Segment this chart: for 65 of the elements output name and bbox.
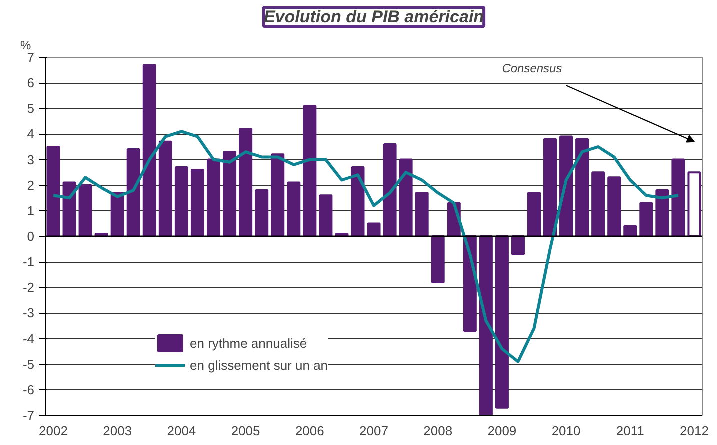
x-tick-label: 2010 (552, 424, 581, 438)
bar (110, 192, 124, 238)
y-tick-label: -3 (22, 306, 35, 321)
x-tick-label: 2005 (231, 424, 260, 438)
y-tick-label: -1 (22, 254, 35, 270)
bar (688, 172, 702, 238)
y-tick-label: -7 (22, 408, 35, 423)
bar (351, 166, 365, 238)
y-tick-label: 3 (27, 152, 35, 168)
bar (126, 148, 140, 238)
bar (223, 151, 237, 238)
bar (383, 143, 397, 238)
bar (190, 169, 204, 238)
x-tick-label: 2006 (295, 424, 324, 438)
y-tick-label: 2 (27, 178, 35, 193)
y-tick-label: 6 (27, 76, 35, 91)
bar (78, 184, 92, 238)
bar (46, 146, 60, 238)
y-tick-label: 4 (27, 126, 35, 142)
annotation: Consensus (502, 61, 562, 76)
bar (271, 154, 285, 238)
bar (431, 236, 445, 284)
x-tick-label: 2009 (488, 424, 517, 438)
legend-label: en rythme annualisé (190, 336, 308, 350)
bar (576, 138, 590, 238)
bar (206, 158, 221, 238)
bar (656, 189, 670, 238)
bar (142, 64, 156, 238)
bar (158, 140, 172, 238)
y-tick-label: 5 (27, 101, 35, 116)
bar (62, 182, 76, 238)
bar (255, 189, 269, 238)
y-tick-label: -6 (22, 382, 35, 398)
bar (544, 138, 558, 238)
bar (367, 222, 381, 238)
bar (640, 202, 654, 238)
x-tick-label: 2004 (167, 424, 196, 438)
x-tick-label: 2003 (103, 424, 132, 438)
bar (174, 166, 188, 238)
y-axis-title: % (20, 38, 32, 52)
x-tick-label: 2002 (39, 424, 68, 438)
bar (479, 236, 493, 416)
y-tick-label: -2 (22, 280, 35, 296)
bar (239, 128, 253, 238)
bar (399, 158, 413, 238)
x-tick-label: 2008 (424, 424, 453, 438)
y-tick-label: 0 (27, 229, 35, 244)
bar (511, 236, 525, 256)
bar (495, 236, 509, 409)
bar (319, 194, 333, 238)
bar (592, 172, 606, 238)
bar (415, 192, 429, 238)
bar (287, 182, 301, 238)
legend-label: en glissement sur un an (190, 358, 328, 372)
bar (527, 192, 542, 238)
x-tick-label: 2012 (680, 424, 709, 438)
y-tick-label: -4 (22, 331, 35, 346)
x-tick-label: 2007 (360, 424, 388, 438)
y-tick-label: -5 (22, 356, 35, 372)
y-tick-label: 1 (27, 203, 35, 218)
x-tick-label: 2011 (616, 424, 644, 438)
bar (303, 105, 317, 238)
y-tick-label: 7 (27, 50, 35, 65)
bar (608, 176, 622, 238)
bar (672, 158, 686, 238)
